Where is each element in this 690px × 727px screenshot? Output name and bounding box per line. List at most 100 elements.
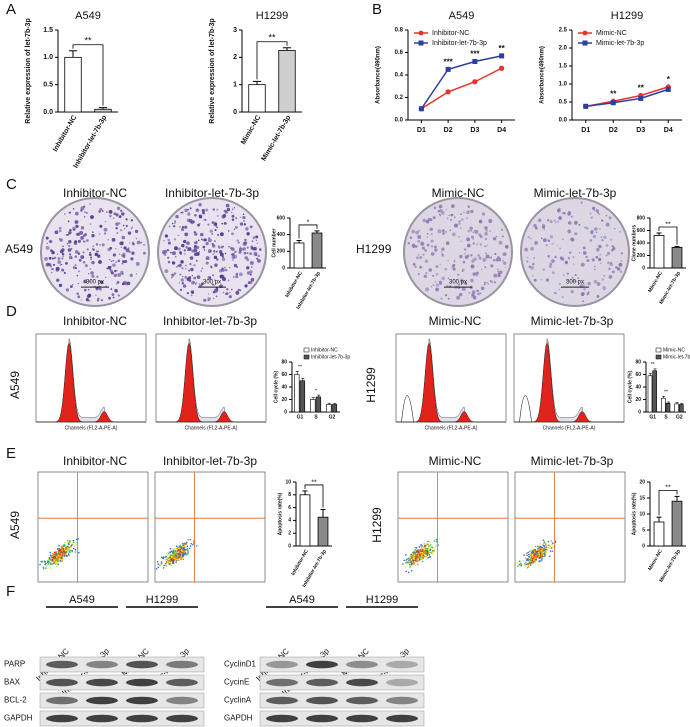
scatter-dot [414,546,417,549]
y-tick-label: 2.5 [559,28,568,34]
colony [187,247,192,252]
scatter-dot [412,562,414,565]
colony [495,235,498,238]
scatter-dot [524,565,527,567]
scatter-dot [160,561,163,563]
scatter-dot [417,551,419,553]
colony [221,222,224,225]
colony [567,256,570,259]
colony [250,277,255,282]
colony [255,254,258,257]
colony [95,294,97,297]
blot-band [306,714,338,723]
colony [180,211,182,214]
scatter-dot [160,562,163,565]
scatter-dot [541,546,543,549]
scatter-dot [516,565,519,567]
scatter-dot [429,543,432,546]
scatter-dot [520,564,522,567]
y-tick-label: 20 [635,397,641,403]
colony [429,218,433,222]
colony [432,274,435,277]
colony [226,207,231,212]
colony [222,291,225,294]
colony [66,242,69,245]
colony [203,238,207,242]
scatter-dot [65,555,68,557]
y-axis-label: Cell number [271,229,277,258]
scatter-frame [514,471,626,583]
panel-letter: D [6,303,17,320]
colony [589,239,593,242]
colony [203,249,206,251]
colony [472,242,475,245]
scatter-dot [167,557,170,559]
colony [78,270,80,273]
colony [110,288,113,291]
scatter-dot [65,553,67,556]
scatter-dot [540,553,543,555]
colony [243,219,246,222]
significance-label: *** [443,57,453,66]
colony [194,245,197,248]
colony [563,211,566,215]
colony [603,235,607,240]
significance-label: ** [665,221,671,228]
colony [490,264,494,268]
scatter-dot [169,556,172,559]
x-tick-label: Mimic-NC [240,114,262,145]
y-tick-label: 40 [281,384,287,390]
scatter-dot [175,545,178,548]
colony [122,252,126,256]
colony [58,226,62,230]
colony [170,276,173,279]
colony [92,231,94,233]
colony [470,229,473,232]
scatter-dot [180,558,183,560]
scatter-dot [409,559,412,561]
colony [120,246,123,249]
colony [62,255,64,258]
colony [164,269,169,274]
colony [207,238,212,243]
colony [100,281,104,285]
colony [194,214,197,217]
colony [551,259,555,263]
colony [583,287,586,291]
blot-band [386,714,418,723]
colony [90,256,93,259]
y-tick-label: 0.0 [395,118,404,124]
colony [123,246,127,250]
colony [488,219,493,224]
point [499,53,505,59]
scatter-dot [434,548,436,550]
scatter-dot [172,562,174,565]
colony [59,264,61,266]
colony [216,289,219,291]
colony [99,224,103,228]
y-tick-label: 400 [637,240,646,246]
colony [95,243,99,246]
colony [598,244,602,249]
colony [558,288,561,291]
colony [458,235,461,238]
scatter-dot [56,551,59,554]
colony [233,228,236,231]
colony [578,251,581,254]
y-tick-label: 800 [637,215,646,221]
colony [69,285,73,289]
colony [210,265,213,268]
bar [293,242,305,269]
colony [175,214,179,219]
y-tick-label: 0 [638,409,641,415]
colony [131,251,135,255]
significance-label: *** [470,50,480,59]
bar [299,494,311,547]
colony [193,248,198,253]
scatter-dot [62,544,64,547]
y-tick-label: 2.0 [559,46,568,52]
colony [573,220,578,225]
colony [430,252,435,256]
colony [177,234,179,237]
colony [608,216,612,220]
